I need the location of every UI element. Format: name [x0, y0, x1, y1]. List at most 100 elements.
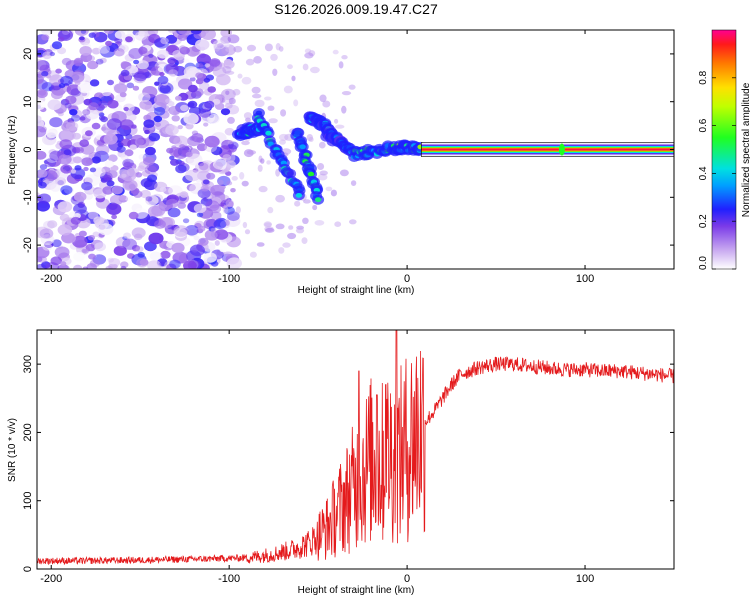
spectrogram-scatter-blob: [60, 185, 73, 195]
spectrogram-scatter-blob: [169, 259, 181, 269]
spectrogram-scatter-blob: [206, 74, 214, 81]
spectrogram-scatter-blob: [278, 46, 284, 52]
spectrogram-scatter-blob: [199, 108, 211, 118]
spectrogram-scatter-blob: [51, 239, 62, 248]
spectrogram-scatter-blob: [49, 117, 63, 128]
spectrogram-scatter-blob: [123, 161, 132, 169]
spectrogram-scatter-blob: [70, 71, 85, 83]
spectrogram-scatter-blob: [170, 158, 179, 166]
spectrogram-scatter-blob: [94, 150, 109, 162]
spectrogram-scatter-blob: [106, 203, 122, 216]
spectrogram-scatter-blob: [61, 232, 76, 244]
spectrogram-scatter-blob: [232, 88, 241, 96]
spectrogram-scatter-blob: [106, 180, 115, 187]
spectrogram-carrier-band: [421, 148, 674, 151]
spectrogram-scatter-blob: [107, 99, 119, 109]
spectrogram-scatter-blob: [89, 259, 100, 268]
spectrogram-scatter-blob: [167, 207, 181, 218]
spectrogram-scatter-blob: [348, 84, 356, 90]
spectrogram-scatter-blob: [308, 137, 314, 142]
spectrogram-scatter-blob: [288, 225, 294, 230]
spectrogram-scatter-blob: [70, 169, 77, 174]
spectrogram-scatter-blob: [79, 46, 92, 56]
spectrogram-scatter-blob: [73, 59, 83, 67]
spectrogram-scatter-blob: [257, 164, 263, 172]
spectrogram-scatter-blob: [123, 232, 131, 239]
spectrogram-scatter-blob: [314, 220, 325, 226]
spectrogram-scatter-blob: [227, 116, 235, 124]
spectrogram-scatter-blob: [128, 211, 139, 220]
colorbar-tick-label: 0.2: [698, 214, 709, 228]
spectrogram-scatter-blob: [268, 118, 278, 124]
spectrogram-scatter-blob: [190, 30, 202, 35]
spectrogram-scatter-blob: [223, 251, 233, 257]
spectrogram-scatter-blob: [37, 246, 50, 259]
spectrogram-scatter-blob: [256, 242, 265, 247]
spectrogram-scatter-blob: [319, 94, 327, 103]
spectrogram-scatter-blob: [51, 41, 63, 50]
spectrogram-scatter-blob: [89, 167, 97, 173]
spectrogram-scatter-blob: [50, 183, 61, 192]
spectrogram-streak-core: [294, 130, 301, 136]
spectrogram-scatter-blob: [154, 219, 166, 229]
spectrogram-scatter-blob: [133, 59, 140, 65]
spectrogram-carrier-layer: [420, 142, 674, 157]
spectrogram-scatter-blob: [49, 51, 55, 57]
spectrogram-scatter-blob: [65, 95, 77, 105]
spectrogram-streak-layer: [232, 108, 427, 205]
spectrogram-scatter-blob: [61, 57, 72, 66]
spectrogram-scatter-blob: [267, 105, 275, 111]
spectrogram-scatter-blob: [341, 105, 347, 114]
spectrogram-scatter-blob: [206, 172, 216, 180]
spectrogram-scatter-blob: [302, 217, 309, 224]
spectrogram-scatter-blob: [59, 139, 73, 150]
x-tick-label: -100: [218, 573, 240, 585]
spectrogram-scatter-blob: [224, 102, 233, 109]
spectrogram-scatter-blob: [135, 172, 143, 178]
snr-x-ticks: -200 -100 0 100: [40, 330, 594, 585]
spectrogram-scatter-blob: [39, 164, 48, 170]
snr-background: [37, 330, 674, 569]
spectrogram-scatter-blob: [188, 84, 198, 93]
spectrogram-scatter-blob: [264, 222, 272, 227]
spectrogram-scatter-blob: [107, 154, 118, 162]
spectrogram-scatter-blob: [73, 191, 87, 202]
y-tick-label: 200: [22, 423, 34, 441]
spectrogram-scatter-blob: [191, 133, 204, 143]
spectrogram-scatter-blob: [79, 36, 85, 41]
y-tick-label: -20: [22, 237, 34, 253]
spectrogram-scatter-blob: [159, 261, 166, 266]
spectrogram-scatter-blob: [303, 199, 311, 204]
spectrogram-scatter-blob: [301, 237, 308, 245]
y-tick-label: 0: [22, 566, 34, 572]
spectrogram-streak-core: [307, 171, 315, 177]
spectrogram-scatter-blob: [335, 124, 345, 129]
spectrogram-scatter-blob: [143, 156, 155, 166]
spectrogram-scatter-blob: [147, 174, 158, 183]
spectrogram-streak-core: [295, 193, 303, 198]
spectrogram-scatter-blob: [267, 206, 274, 214]
spectrogram-x-ticks: -200 -100 0 100: [40, 30, 594, 285]
spectrogram-scatter-blob: [124, 149, 134, 157]
spectrogram-scatter-blob: [243, 112, 252, 120]
spectrogram-scatter-blob: [92, 231, 100, 238]
spectrogram-scatter-blob: [252, 93, 262, 99]
spectrogram-scatter-blob: [242, 221, 248, 229]
spectrogram-scatter-blob: [58, 154, 72, 165]
spectrogram-scatter-blob: [258, 185, 268, 193]
spectrogram-scatter-blob: [158, 82, 174, 95]
spectrogram-scatter-blob: [241, 180, 249, 187]
spectrogram-scatter-blob: [179, 45, 187, 51]
spectrogram-scatter-blob: [237, 73, 243, 79]
spectrogram-scatter-blob: [319, 141, 326, 149]
spectrogram-scatter-blob: [139, 100, 153, 110]
spectrogram-scatter-blob: [179, 144, 186, 149]
spectrogram-scatter-blob: [185, 169, 201, 182]
spectrogram-scatter-blob: [120, 169, 137, 182]
colorbar: 0.0 0.2 0.4 0.6 0.8 Normalized spectral ampl…: [698, 29, 750, 270]
spectrogram-scatter-blob: [169, 155, 175, 160]
spectrogram-scatter-blob: [227, 34, 240, 44]
spectrogram-scatter-blob: [175, 164, 187, 174]
snr-ylabel: SNR (10 * v/v): [7, 418, 18, 482]
